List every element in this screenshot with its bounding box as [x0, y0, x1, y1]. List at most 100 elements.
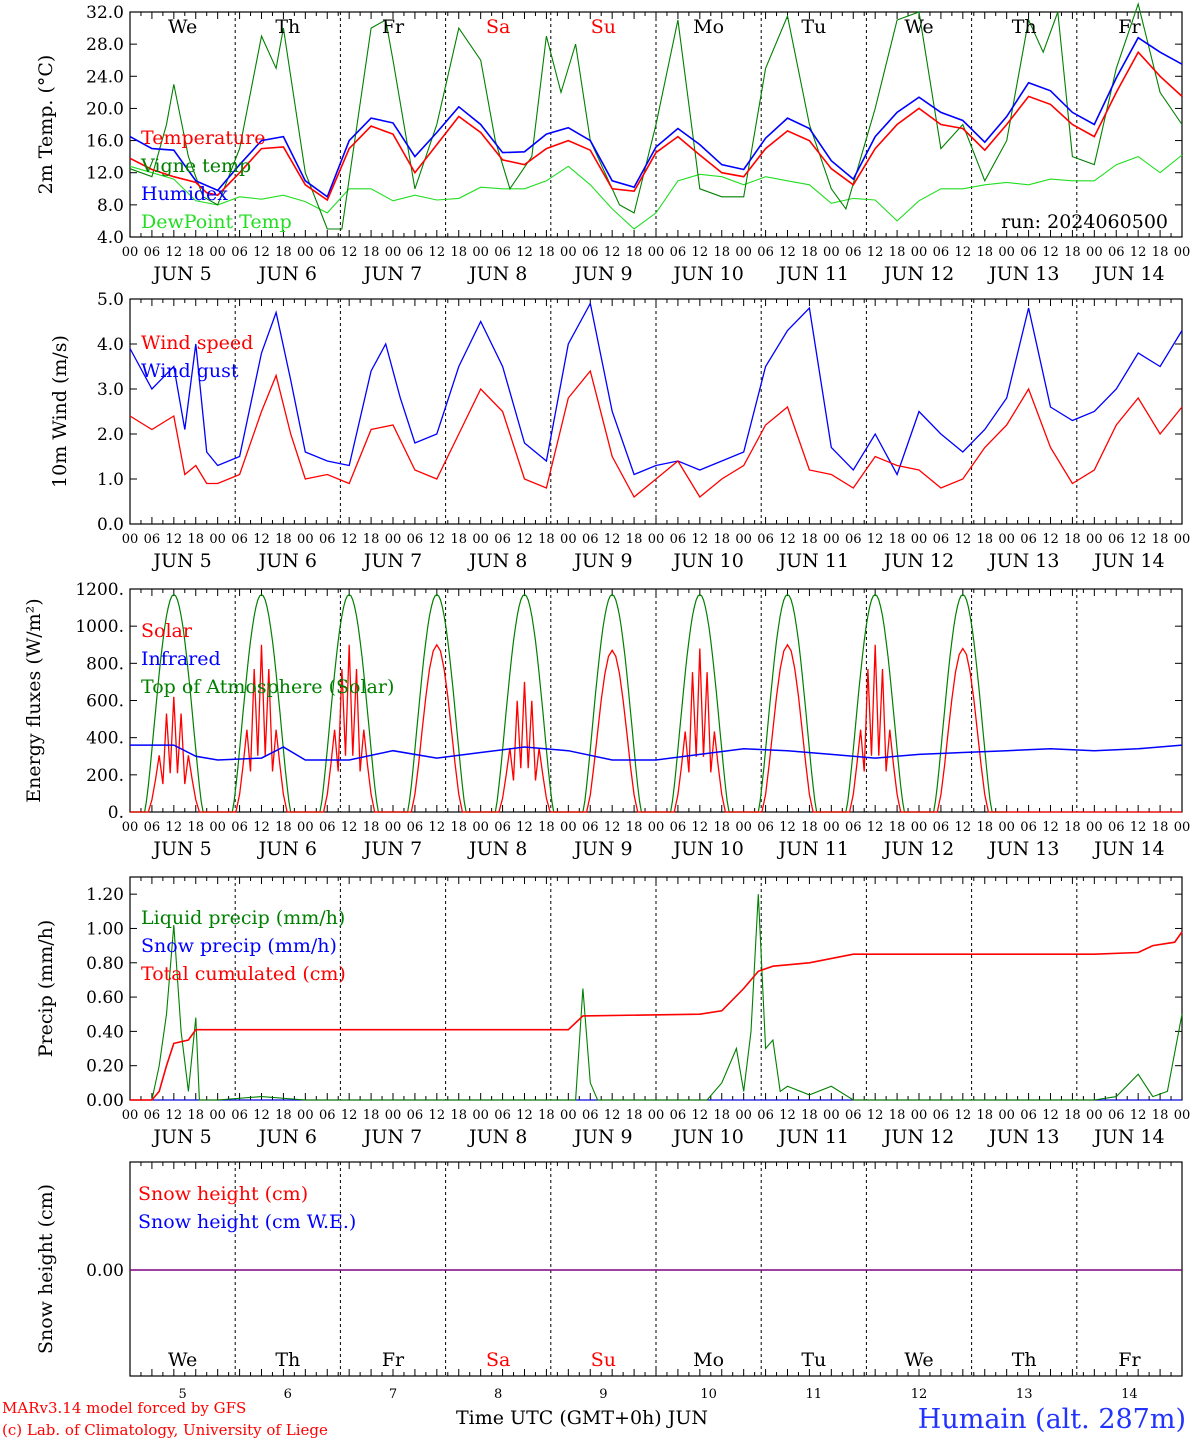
date-label: JUN 9	[572, 263, 632, 285]
hour-tick-label: 00	[911, 820, 928, 835]
legend-entry: Vigne temp	[140, 155, 251, 177]
hour-tick-label: 06	[1020, 1108, 1037, 1123]
hour-tick-label: 00	[911, 245, 928, 260]
hour-tick-label: 06	[845, 532, 862, 547]
footer: MARv3.14 model forced by GFS (c) Lab. of …	[2, 1399, 1186, 1439]
hour-tick-label: 12	[604, 820, 621, 835]
hour-tick-label: 00	[823, 1108, 840, 1123]
panel-4: 00 06 12 18 00 06 12 18 00 06 12 18 00 06 12 18 00 06 12 18…	[35, 876, 1190, 1148]
hour-tick-label: 18	[889, 245, 906, 260]
date-label: JUN 14	[1092, 1126, 1164, 1148]
x-axis-title: Time UTC (GMT+0h) JUN	[456, 1407, 708, 1429]
hour-tick-label: 06	[1108, 1108, 1125, 1123]
hour-tick-label: 18	[450, 1108, 467, 1123]
date-label: JUN 13	[987, 838, 1059, 860]
y-axis-title: Snow height (cm)	[35, 1184, 57, 1354]
weekday-label: Su	[591, 16, 616, 38]
weekday-label: Mo	[693, 16, 724, 38]
legend-entry: Top of Atmosphere (Solar)	[141, 676, 394, 698]
hour-tick-label: 06	[407, 1108, 424, 1123]
date-label: JUN 8	[467, 838, 527, 860]
y-tick-label: 5.0	[97, 290, 124, 310]
hour-tick-label: 06	[407, 820, 424, 835]
y-axis-title: Energy fluxes (W/m²)	[23, 598, 45, 802]
hour-tick-label: 06	[319, 1108, 336, 1123]
date-label: JUN 6	[257, 838, 317, 860]
hour-tick-label: 00	[735, 820, 752, 835]
hour-tick-label: 12	[253, 245, 270, 260]
legend-entry: Wind gust	[141, 360, 239, 382]
y-tick-label: 1.00	[86, 919, 124, 939]
date-label: JUN 13	[987, 263, 1059, 285]
date-label: JUN 10	[671, 1126, 743, 1148]
hour-tick-label: 00	[297, 245, 314, 260]
weekday-label: Th	[275, 16, 300, 38]
y-tick-label: 0.80	[86, 954, 124, 974]
hour-tick-label: 06	[757, 820, 774, 835]
hour-tick-label: 00	[998, 245, 1015, 260]
hour-tick-label: 18	[1152, 245, 1169, 260]
day-number-label: 11	[806, 1387, 823, 1402]
hour-tick-label: 06	[670, 532, 687, 547]
hour-tick-label: 12	[429, 245, 446, 260]
date-label: JUN 8	[467, 550, 527, 572]
day-number-label: 10	[700, 1387, 717, 1402]
hour-tick-label: 18	[626, 532, 643, 547]
hour-tick-label: 00	[1086, 245, 1103, 260]
weekday-label: Tu	[801, 1349, 826, 1371]
date-label: JUN 12	[882, 263, 954, 285]
legend-entry: Humidex	[141, 183, 228, 205]
hour-tick-label: 12	[166, 820, 183, 835]
weekday-label: Th	[275, 1349, 300, 1371]
hour-tick-label: 00	[472, 245, 489, 260]
hour-tick-label: 18	[275, 245, 292, 260]
y-tick-label: 0.20	[86, 1057, 124, 1077]
legend-entry: Solar	[141, 620, 193, 642]
y-tick-label: 800.	[86, 654, 124, 674]
hour-tick-label: 00	[472, 820, 489, 835]
hour-tick-label: 12	[955, 1108, 972, 1123]
hour-tick-label: 12	[253, 820, 270, 835]
hour-tick-label: 00	[998, 820, 1015, 835]
hour-tick-label: 06	[1020, 245, 1037, 260]
hour-tick-label: 00	[735, 245, 752, 260]
y-tick-label: 1.20	[86, 885, 124, 905]
hour-tick-label: 12	[1042, 820, 1059, 835]
weekday-label: Fr	[1118, 1349, 1141, 1371]
y-tick-label: 400.	[86, 729, 124, 749]
hour-tick-label: 12	[1130, 532, 1147, 547]
series-line-blue	[129, 36, 1183, 199]
hour-tick-label: 06	[407, 532, 424, 547]
hour-tick-label: 18	[976, 245, 993, 260]
hour-tick-label: 18	[801, 245, 818, 260]
hour-tick-label: 00	[1086, 820, 1103, 835]
hour-tick-label: 06	[845, 820, 862, 835]
hour-tick-label: 00	[1174, 532, 1191, 547]
hour-tick-label: 12	[1130, 1108, 1147, 1123]
y-tick-label: 28.0	[86, 35, 124, 55]
series-line-red	[129, 369, 1183, 499]
hour-tick-label: 18	[538, 532, 555, 547]
hour-tick-label: 00	[1086, 532, 1103, 547]
hour-tick-label: 00	[209, 245, 226, 260]
day-number-label: 13	[1016, 1387, 1033, 1402]
hour-tick-label: 06	[933, 820, 950, 835]
date-label: JUN 11	[777, 550, 849, 572]
date-label: JUN 5	[151, 838, 211, 860]
hour-tick-label: 00	[998, 532, 1015, 547]
hour-tick-label: 00	[560, 1108, 577, 1123]
hour-tick-label: 00	[998, 1108, 1015, 1123]
hour-tick-label: 06	[144, 532, 161, 547]
hour-tick-label: 00	[472, 1108, 489, 1123]
hour-tick-label: 12	[955, 245, 972, 260]
y-tick-label: 0.40	[86, 1022, 124, 1042]
hour-tick-label: 00	[911, 1108, 928, 1123]
hour-tick-label: 18	[275, 820, 292, 835]
hour-tick-label: 00	[648, 820, 665, 835]
day-number-label: 7	[389, 1387, 397, 1402]
panel-2: 00 06 12 18 00 06 12 18 00 06 12 18 00 06 12 18 00 06 12 18…	[49, 290, 1190, 572]
date-label: JUN 11	[777, 838, 849, 860]
hour-tick-label: 06	[1108, 532, 1125, 547]
hour-tick-label: 18	[363, 1108, 380, 1123]
hour-tick-label: 12	[341, 532, 358, 547]
